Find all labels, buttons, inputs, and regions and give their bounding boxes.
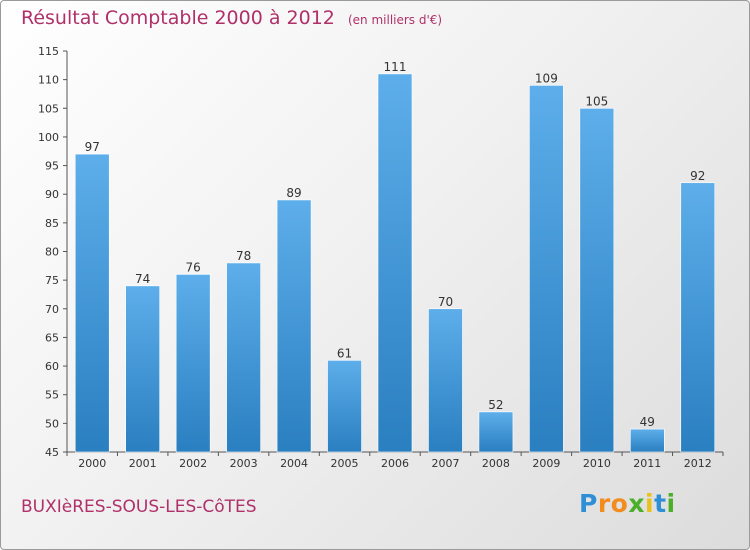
- x-tick-label: 2008: [482, 457, 510, 470]
- y-tick-label: 100: [38, 131, 59, 144]
- logo-letter: i: [645, 489, 655, 518]
- commune-name: BUXIèRES-SOUS-LES-CôTES: [21, 497, 257, 517]
- bar: [226, 262, 261, 453]
- proxiti-logo: Proxiti: [579, 489, 676, 518]
- bar: [175, 274, 211, 453]
- logo-letter: i: [666, 489, 676, 518]
- bar: [680, 182, 716, 453]
- x-tick-label: 2003: [230, 457, 258, 470]
- y-tick-label: 65: [45, 331, 59, 344]
- bar: [377, 73, 413, 453]
- bar-value-label: 109: [535, 71, 558, 85]
- y-tick-label: 110: [38, 74, 59, 87]
- logo-letter: t: [654, 489, 667, 518]
- logo-letter: r: [597, 489, 611, 518]
- logo-letter: P: [579, 489, 598, 518]
- y-tick-label: 70: [45, 303, 59, 316]
- y-tick-label: 95: [45, 160, 59, 173]
- bar-value-label: 49: [640, 415, 655, 429]
- bar-value-label: 74: [135, 272, 150, 286]
- bar-value-label: 78: [236, 249, 251, 263]
- bar-value-label: 61: [337, 346, 352, 360]
- bar: [327, 360, 362, 453]
- x-tick-label: 2010: [583, 457, 611, 470]
- unit-note: (en milliers d'€): [347, 13, 443, 27]
- bar-value-label: 70: [438, 295, 453, 309]
- x-tick-label: 2001: [129, 457, 157, 470]
- x-tick-label: 2012: [684, 457, 712, 470]
- x-tick-label: 2006: [381, 457, 409, 470]
- title-text: Résultat Comptable 2000 à 2012: [21, 7, 335, 29]
- y-tick-label: 55: [45, 389, 59, 402]
- y-tick-label: 85: [45, 217, 59, 230]
- bar: [478, 411, 514, 453]
- x-tick-label: 2009: [532, 457, 560, 470]
- bar: [579, 107, 615, 453]
- y-tick-label: 80: [45, 246, 59, 259]
- y-tick-label: 115: [38, 45, 59, 58]
- x-tick-label: 2002: [179, 457, 207, 470]
- x-tick-label: 2000: [78, 457, 106, 470]
- bar: [428, 308, 463, 453]
- bar: [125, 285, 160, 453]
- bar-value-label: 105: [585, 94, 608, 108]
- bar: [529, 85, 564, 453]
- bar: [276, 199, 312, 453]
- bar-value-label: 52: [488, 398, 503, 412]
- y-tick-label: 105: [38, 102, 59, 115]
- y-tick-label: 50: [45, 417, 59, 430]
- bar-value-label: 89: [286, 186, 301, 200]
- x-tick-label: 2011: [633, 457, 661, 470]
- y-tick-label: 45: [45, 446, 59, 459]
- y-tick-label: 90: [45, 188, 59, 201]
- y-tick-label: 60: [45, 360, 59, 373]
- bar-value-label: 97: [85, 140, 100, 154]
- chart-title: Résultat Comptable 2000 à 2012 (en milli…: [21, 7, 442, 29]
- bar-value-label: 111: [384, 60, 407, 74]
- logo-letter: x: [628, 489, 645, 518]
- bar: [630, 428, 665, 453]
- bar-value-label: 92: [690, 169, 705, 183]
- y-tick-label: 75: [45, 274, 59, 287]
- x-tick-label: 2007: [431, 457, 459, 470]
- x-tick-label: 2004: [280, 457, 308, 470]
- x-tick-label: 2005: [331, 457, 359, 470]
- logo-letter: o: [610, 489, 629, 518]
- bar-value-label: 76: [186, 260, 201, 274]
- bar: [74, 153, 110, 453]
